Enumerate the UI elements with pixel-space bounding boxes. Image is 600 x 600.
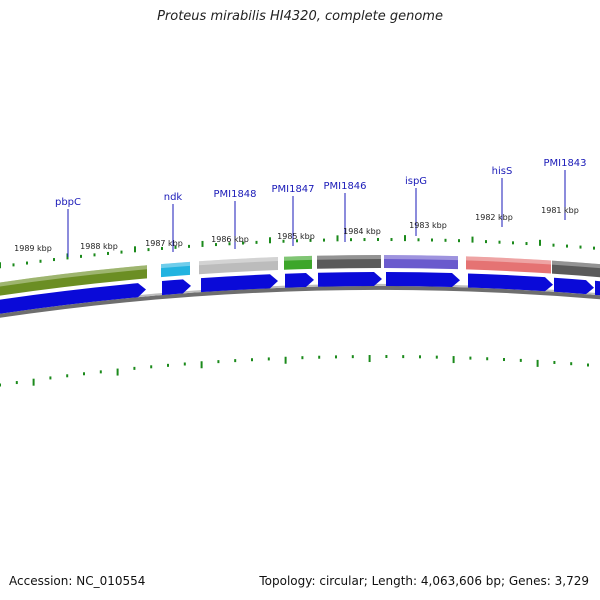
cds-arrow <box>162 279 191 296</box>
gene-label: PMI1843 <box>543 158 586 169</box>
gene-label: pbpC <box>55 197 81 208</box>
kbp-tick-label: 1989 kbp <box>14 244 52 253</box>
gene-feature-band <box>161 261 190 278</box>
feature-track <box>0 254 600 296</box>
genome-summary-text: Topology: circular; Length: 4,063,606 bp… <box>259 574 589 588</box>
kbp-tick-label: 1987 kbp <box>145 239 183 248</box>
gene-feature-highlight <box>161 261 190 269</box>
cds-arrow <box>468 273 553 292</box>
gene-label: hisS <box>492 166 513 177</box>
kbp-tick-label: 1981 kbp <box>541 206 579 215</box>
kbp-tick-label: 1984 kbp <box>343 227 381 236</box>
gene-feature-band <box>317 254 381 269</box>
cds-arrow <box>595 280 600 296</box>
gene-label: PMI1846 <box>323 181 366 192</box>
gene-feature-highlight <box>284 255 312 261</box>
gene-feature-highlight <box>384 255 458 261</box>
cds-arrow <box>201 274 278 293</box>
gene-feature-band <box>0 265 147 296</box>
kbp-tick-label: 1988 kbp <box>80 242 118 251</box>
gene-feature-band <box>199 256 278 275</box>
map-title: Proteus mirabilis HI4320, complete genom… <box>157 9 443 24</box>
gene-label: PMI1847 <box>271 184 314 195</box>
outer-tick-ring <box>0 235 595 269</box>
backbone-outer-line <box>0 285 600 318</box>
cds-arrow <box>285 273 314 288</box>
gene-feature-highlight <box>552 260 600 269</box>
kbp-tick-label: 1986 kbp <box>211 235 249 244</box>
inner-tick-ring <box>0 355 589 387</box>
gene-feature-highlight <box>317 254 381 260</box>
cds-arrow <box>386 272 460 287</box>
gene-label: ndk <box>164 192 183 203</box>
kbp-tick-label: 1983 kbp <box>409 221 447 230</box>
cds-arrow <box>318 272 382 287</box>
gene-feature-highlight <box>0 265 147 287</box>
gene-feature-band <box>284 255 312 270</box>
gene-feature-band <box>552 260 600 278</box>
gene-feature-highlight <box>199 256 278 266</box>
gene-feature-highlight <box>466 256 551 265</box>
kbp-tick-label: 1985 kbp <box>277 232 315 241</box>
accession-text: Accession: NC_010554 <box>9 574 146 588</box>
gene-feature-band <box>384 255 458 270</box>
gene-feature-band <box>466 256 551 274</box>
gene-label: PMI1848 <box>213 189 256 200</box>
label-layer: pbpC ndk PMI1848 PMI1847 PMI1846 ispG hisS PMI1… <box>14 158 587 257</box>
cds-arrow <box>554 277 594 295</box>
kbp-tick-label: 1982 kbp <box>475 213 513 222</box>
cds-track <box>0 272 600 314</box>
cds-arrow <box>0 283 146 314</box>
gene-label: ispG <box>405 176 427 187</box>
